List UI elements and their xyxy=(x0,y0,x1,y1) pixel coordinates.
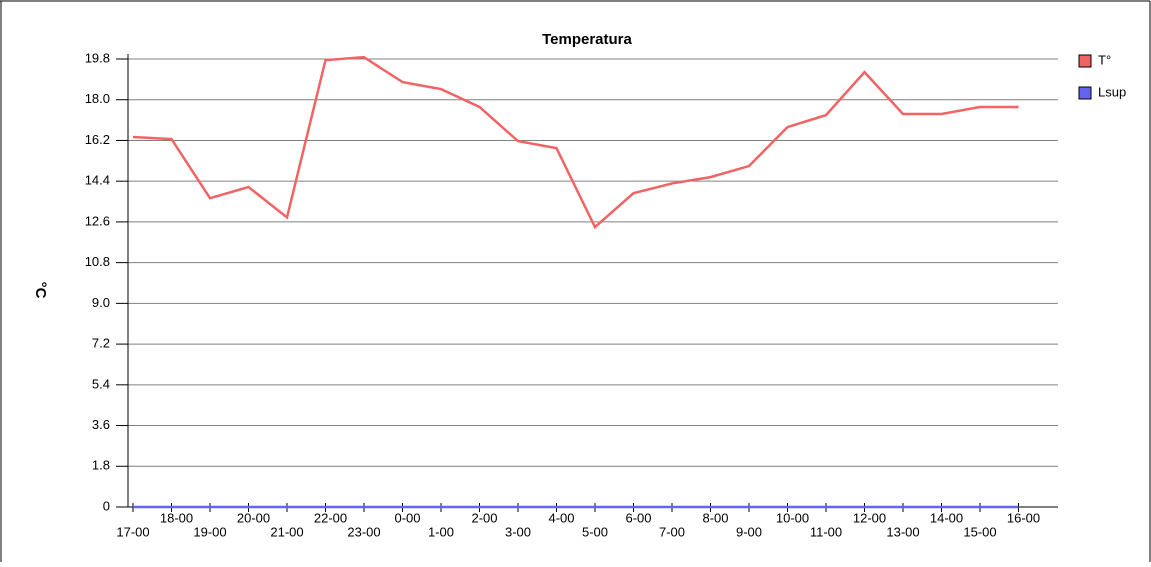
series-line xyxy=(132,55,1019,230)
x-tick-label: 5-00 xyxy=(582,524,608,539)
y-tick-label: 16.2 xyxy=(85,132,110,147)
y-tick-label: 9.0 xyxy=(92,295,110,310)
x-tick-label: 18-00 xyxy=(160,510,193,525)
y-axis-label: °C xyxy=(32,282,49,299)
y-tick-label: 0 xyxy=(103,498,110,513)
x-tick-label: 20-00 xyxy=(237,510,270,525)
x-tick-label: 22-00 xyxy=(314,510,347,525)
x-tick-label: 16-00 xyxy=(1007,510,1040,525)
y-tick-label: 14.4 xyxy=(85,173,110,188)
legend-label: T° xyxy=(1098,52,1111,67)
x-tick-label: 12-00 xyxy=(853,510,886,525)
x-tick-label: 14-00 xyxy=(930,510,963,525)
x-tick-label: 3-00 xyxy=(505,524,531,539)
y-tick-label: 12.6 xyxy=(85,213,110,228)
y-tick-label: 5.4 xyxy=(92,376,110,391)
legend-label: Lsup xyxy=(1098,84,1126,99)
x-tick-label: 1-00 xyxy=(428,524,454,539)
chart-title: Temperatura xyxy=(542,31,632,48)
x-tick-label: 11-00 xyxy=(810,524,842,539)
x-tick-label: 17-00 xyxy=(116,524,149,539)
x-tick-label: 21-00 xyxy=(270,524,303,539)
x-tick-label: 6-00 xyxy=(625,510,651,525)
y-tick-label: 7.2 xyxy=(92,336,110,351)
x-tick-label: 2-00 xyxy=(471,510,497,525)
y-tick-label: 1.8 xyxy=(92,458,110,473)
x-tick-label: 15-00 xyxy=(963,524,996,539)
x-tick-label: 0-00 xyxy=(394,510,420,525)
x-tick-label: 7-00 xyxy=(659,524,685,539)
legend-swatch xyxy=(1078,54,1092,68)
y-tick-label: 3.6 xyxy=(92,417,110,432)
x-tick-label: 8-00 xyxy=(702,510,728,525)
x-tick-label: 9-00 xyxy=(736,524,762,539)
y-tick-label: 19.8 xyxy=(85,50,110,65)
y-tick-label: 18.0 xyxy=(85,91,110,106)
x-tick-label: 4-00 xyxy=(548,510,574,525)
legend-swatch xyxy=(1078,86,1092,100)
x-tick-label: 23-00 xyxy=(347,524,380,539)
x-tick-label: 10-00 xyxy=(776,510,809,525)
x-tick-label: 13-00 xyxy=(886,524,919,539)
x-tick-label: 19-00 xyxy=(193,524,226,539)
y-tick-label: 10.8 xyxy=(85,254,110,269)
